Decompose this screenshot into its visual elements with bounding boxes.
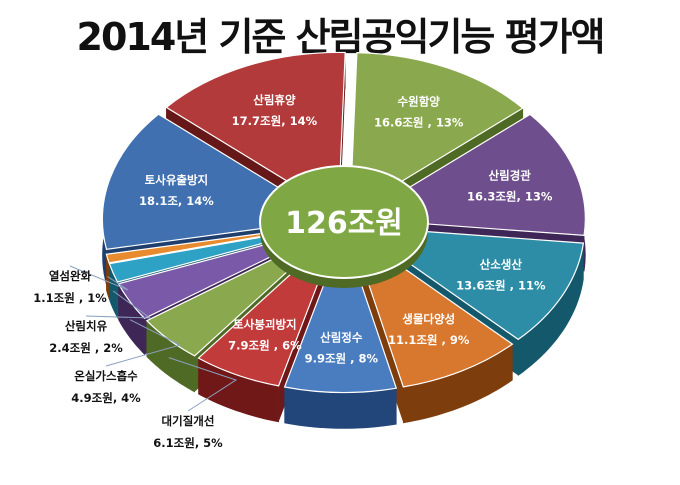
slice-name-label: 수원함양 bbox=[398, 94, 441, 108]
slice-name-label: 열섬완화 bbox=[49, 269, 92, 283]
leader-line bbox=[69, 265, 129, 291]
slice-value-label: 13.6조원 , 11% bbox=[456, 279, 546, 293]
slice-name-label: 산림정수 bbox=[320, 331, 363, 345]
slice-name-label: 토사유출방지 bbox=[145, 173, 208, 187]
slice-name-label: 산림경관 bbox=[489, 168, 532, 182]
pie-slice-산림정수 bbox=[283, 230, 398, 394]
slice-value-label: 18.1조, 14% bbox=[139, 194, 214, 208]
chart-title: 2014년 기준 산림공익기능 평가액 bbox=[76, 15, 606, 59]
slice-value-label: 11.1조원 , 9% bbox=[388, 333, 470, 347]
slice-name-label: 산소생산 bbox=[480, 258, 523, 272]
slice-value-label: 16.6조원 , 13% bbox=[374, 115, 464, 129]
slice-name-label: 산림휴양 bbox=[253, 93, 296, 107]
leader-line bbox=[85, 290, 152, 319]
slice-value-label: 9.9조원 , 8% bbox=[305, 352, 379, 366]
slice-value-label: 6.1조원, 5% bbox=[153, 436, 223, 450]
slice-name-label: 산림치유 bbox=[65, 319, 108, 333]
pie-slice-산림휴양 bbox=[165, 51, 346, 214]
center-disc bbox=[259, 165, 429, 279]
total-value-label: 126조원 bbox=[285, 206, 403, 241]
slice-value-label: 2.4조원 , 2% bbox=[49, 341, 123, 355]
slice-name-label: 토사붕괴방지 bbox=[233, 318, 296, 332]
leader-line bbox=[105, 319, 182, 367]
slice-value-label: 16.3조원, 13% bbox=[467, 189, 553, 203]
pie-slice-수원함양 bbox=[349, 51, 524, 214]
slice-value-label: 7.9조원 , 6% bbox=[228, 339, 302, 353]
leader-line bbox=[168, 357, 238, 412]
slice-value-label: 17.7조원, 14% bbox=[232, 114, 318, 128]
slice-name-label: 온실가스흡수 bbox=[74, 369, 138, 383]
slice-value-label: 1.1조원 , 1% bbox=[33, 291, 107, 305]
pie-slice-side bbox=[284, 386, 397, 429]
slice-value-label: 4.9조원, 4% bbox=[71, 391, 141, 405]
slice-name-label: 대기질개선 bbox=[162, 414, 215, 428]
slice-name-label: 생물다양성 bbox=[402, 312, 455, 326]
